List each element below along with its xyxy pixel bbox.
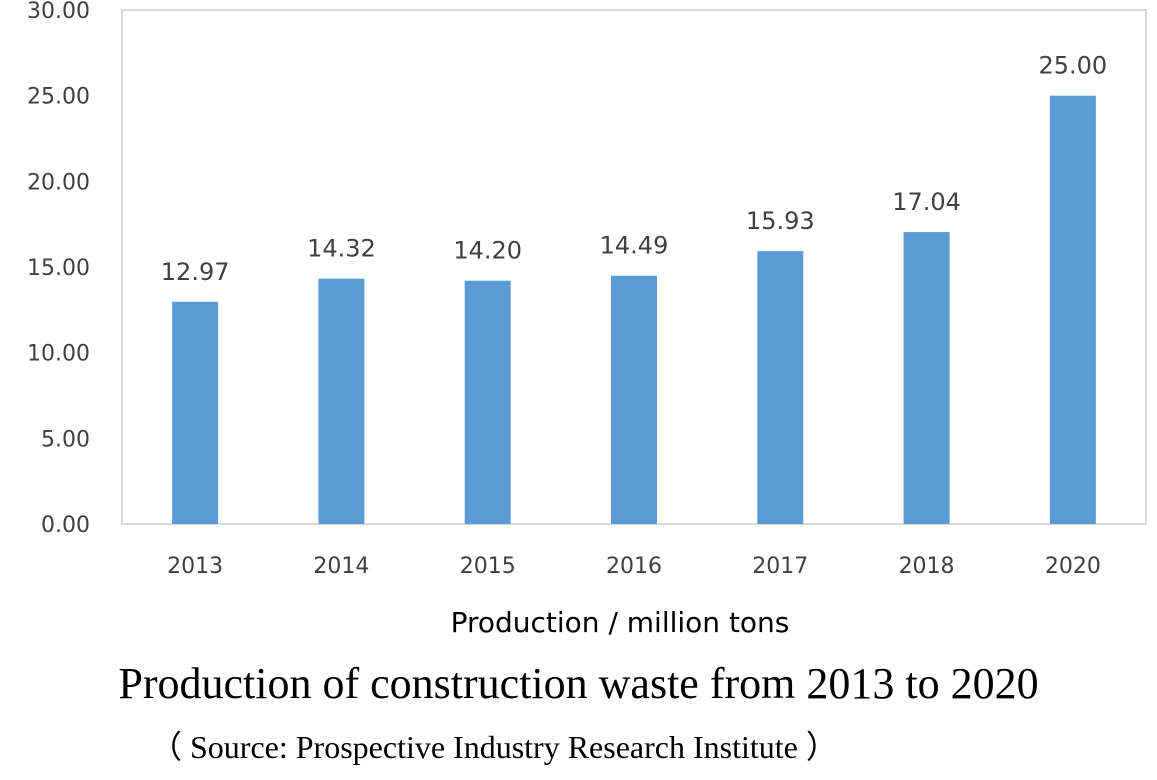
x-tick-label: 2015 xyxy=(460,554,516,579)
y-tick-label: 15.00 xyxy=(27,256,90,281)
y-tick-label: 20.00 xyxy=(27,170,90,195)
figure-caption-source: （ Source: Prospective Industry Research … xyxy=(150,729,838,765)
data-label-2016: 14.49 xyxy=(600,232,669,260)
y-axis-ticks: 0.00 5.00 10.00 15.00 20.00 25.00 30.00 xyxy=(27,0,90,538)
y-tick-label: 5.00 xyxy=(41,427,90,452)
data-label-2015: 14.20 xyxy=(453,237,522,265)
y-tick-label: 25.00 xyxy=(27,85,90,110)
bar-2018 xyxy=(903,232,950,524)
x-tick-label: 2020 xyxy=(1045,554,1101,579)
x-tick-label: 2016 xyxy=(606,554,662,579)
bar-2013 xyxy=(172,301,219,524)
data-label-2014: 14.32 xyxy=(307,235,376,263)
y-tick-label: 30.00 xyxy=(27,0,90,24)
data-label-2020: 25.00 xyxy=(1038,52,1107,80)
bar-2020 xyxy=(1049,95,1096,525)
bar-2014 xyxy=(318,278,365,524)
bars-group xyxy=(172,95,1096,525)
x-tick-label: 2017 xyxy=(752,554,808,579)
y-tick-label: 0.00 xyxy=(41,513,90,538)
x-tick-label: 2018 xyxy=(899,554,955,579)
data-label-2018: 17.04 xyxy=(892,188,961,216)
figure-caption-title: Production of construction waste from 20… xyxy=(118,659,1039,708)
x-tick-label: 2013 xyxy=(167,554,223,579)
data-label-2017: 15.93 xyxy=(746,207,815,235)
y-tick-label: 10.00 xyxy=(27,342,90,367)
bar-2016 xyxy=(611,275,657,524)
data-labels-group: 12.97 14.32 14.20 14.49 15.93 17.04 25.00 xyxy=(161,52,1107,286)
x-axis-label: Production / million tons xyxy=(451,606,790,639)
bar-2017 xyxy=(757,251,804,525)
bar-2015 xyxy=(464,280,511,524)
data-label-2013: 12.97 xyxy=(161,258,230,286)
x-axis-ticks: 2013 2014 2015 2016 2017 2018 2020 xyxy=(167,554,1101,579)
x-tick-label: 2014 xyxy=(313,554,369,579)
